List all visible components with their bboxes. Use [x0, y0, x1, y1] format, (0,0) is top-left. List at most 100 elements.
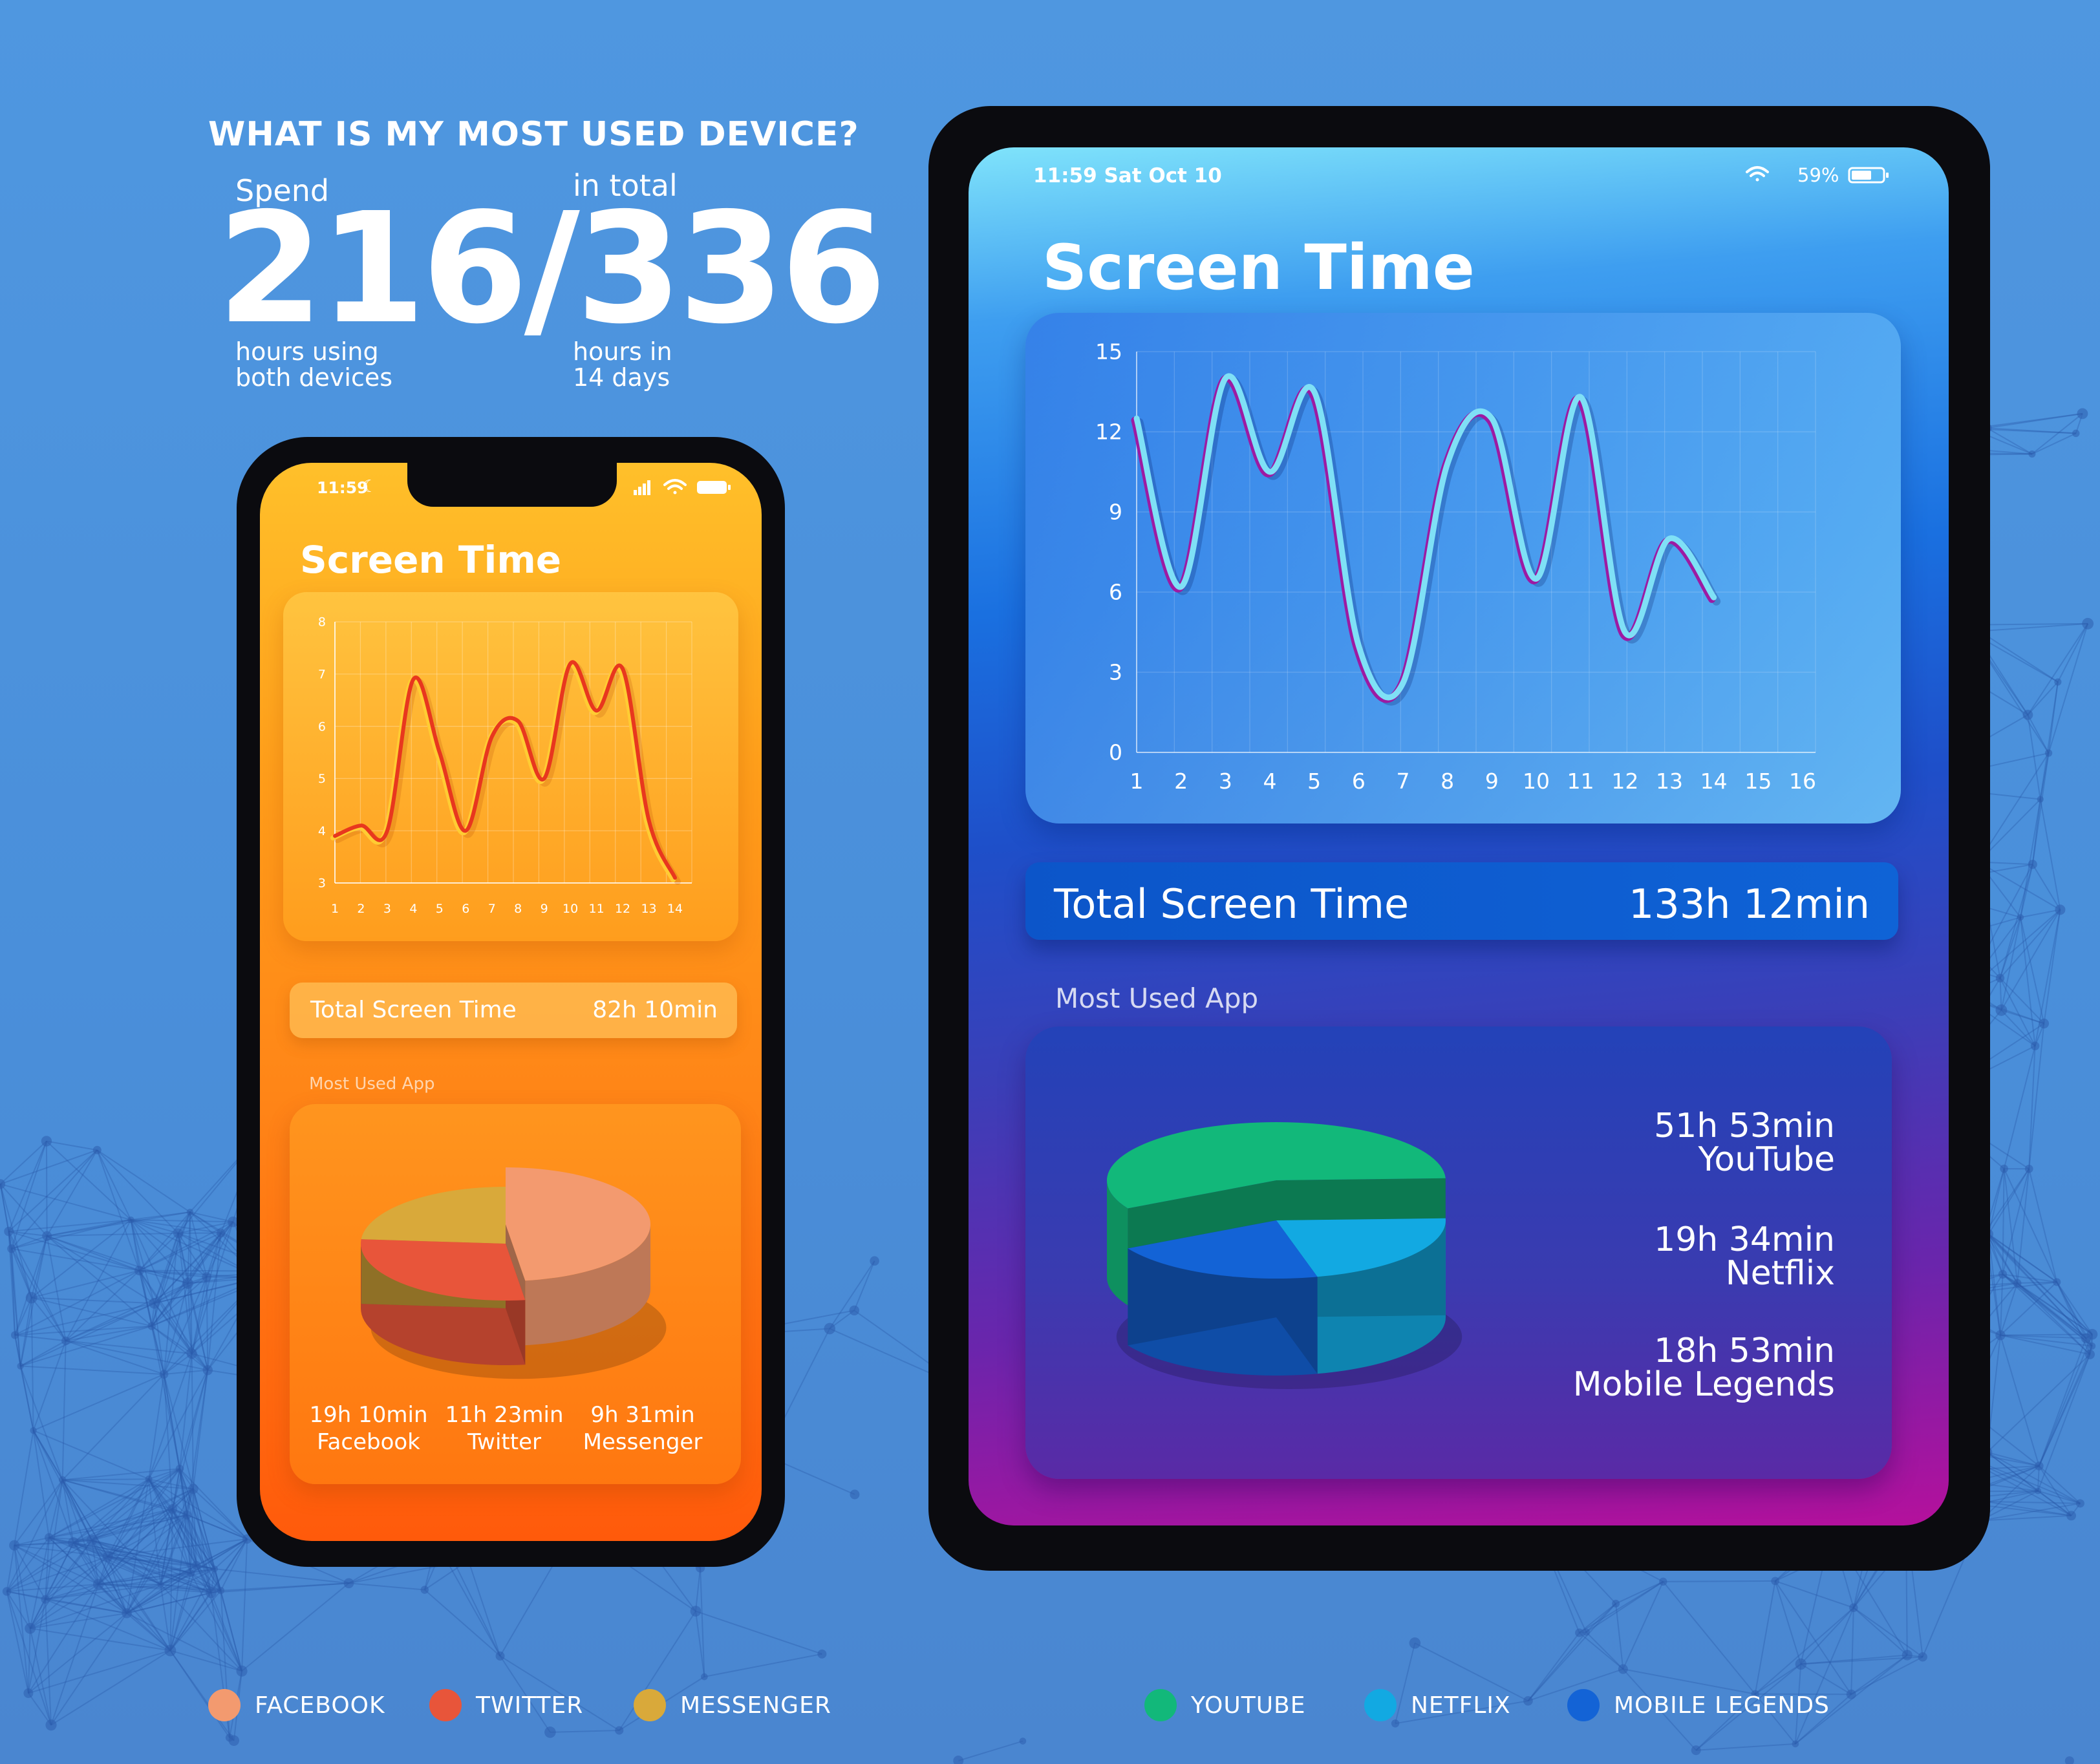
- network-node: [1612, 1599, 1620, 1608]
- network-edge: [148, 1478, 191, 1574]
- network-edge: [72, 1542, 127, 1614]
- network-edge: [50, 1613, 127, 1726]
- network-edge: [32, 1430, 63, 1481]
- network-edge: [148, 1478, 197, 1566]
- phone-app-time: 9h 31min: [590, 1402, 695, 1428]
- network-node: [1582, 1628, 1590, 1636]
- network-node: [2081, 1333, 2092, 1344]
- network-edge: [189, 1211, 222, 1234]
- caption-days-line2: 14 days: [573, 363, 670, 392]
- network-edge: [2028, 1023, 2045, 1169]
- network-edge: [61, 1480, 100, 1585]
- network-edge: [14, 1545, 29, 1694]
- network-node: [191, 1560, 201, 1570]
- network-edge: [214, 1538, 248, 1569]
- network-edge: [1986, 1451, 2072, 1516]
- network-edge: [2017, 1282, 2091, 1355]
- network-node: [850, 1489, 860, 1500]
- x-tick-label: 7: [488, 902, 496, 916]
- phone-total-bar: Total Screen Time 82h 10min: [290, 983, 737, 1038]
- network-node: [1795, 1658, 1807, 1670]
- network-edge: [1978, 752, 2050, 863]
- network-edge: [1999, 1274, 2004, 1335]
- network-edge: [171, 1370, 209, 1509]
- network-edge: [1999, 977, 2036, 1047]
- network-edge: [1987, 412, 2083, 429]
- network-node: [824, 1323, 836, 1335]
- network-edge: [1395, 1700, 1528, 1725]
- network-edge: [10, 1248, 21, 1366]
- network-edge: [46, 1149, 98, 1237]
- network-edge: [96, 1149, 140, 1271]
- network-edge: [31, 1297, 152, 1327]
- tablet-total-bar: Total Screen Time 133h 12min: [1025, 862, 1898, 940]
- network-edge: [160, 1509, 173, 1585]
- network-edge: [61, 1479, 162, 1585]
- network-node: [2039, 1018, 2050, 1029]
- network-edge: [14, 1544, 99, 1585]
- network-node: [2017, 914, 2024, 921]
- network-node: [41, 1595, 50, 1604]
- network-node: [2013, 1279, 2022, 1288]
- network-edge: [62, 1468, 180, 1481]
- network-node: [187, 1569, 195, 1577]
- network-edge: [214, 1568, 222, 1591]
- network-node: [25, 1622, 36, 1634]
- network-edge: [214, 1568, 349, 1584]
- network-edge: [0, 1140, 47, 1185]
- network-edge: [2028, 1046, 2036, 1169]
- network-edge: [11, 1248, 140, 1271]
- network-edge: [107, 1488, 194, 1558]
- network-edge: [148, 1370, 209, 1480]
- network-edge: [2056, 1281, 2087, 1339]
- network-node: [41, 1136, 52, 1147]
- network-edge: [151, 1282, 189, 1327]
- network-edge: [45, 1599, 52, 1725]
- network-node: [102, 1551, 113, 1562]
- caption-both-devices-line2: both devices: [235, 363, 393, 392]
- network-node: [2054, 678, 2062, 686]
- network-edge: [1988, 1233, 2093, 1335]
- wifi-icon: [663, 479, 687, 494]
- network-edge: [2017, 1281, 2057, 1284]
- network-edge: [45, 1584, 161, 1600]
- network-edge: [30, 1628, 171, 1652]
- network-edge: [171, 1508, 215, 1569]
- network-edge: [65, 1282, 188, 1342]
- network-edge: [187, 1212, 191, 1284]
- network-edge: [138, 1211, 191, 1271]
- network-edge: [171, 1509, 192, 1573]
- network-edge: [1622, 1668, 1697, 1751]
- network-edge: [91, 1539, 211, 1593]
- network-node: [186, 1348, 197, 1359]
- network-edge: [48, 1536, 161, 1586]
- network-edge: [1662, 1581, 1756, 1695]
- network-edge: [98, 1584, 127, 1614]
- network-edge: [29, 1542, 74, 1629]
- network-edge: [171, 1468, 180, 1509]
- network-node: [2030, 1041, 2040, 1050]
- network-edge: [0, 1184, 12, 1249]
- network-edge: [48, 1537, 127, 1614]
- network-edge: [107, 1556, 161, 1586]
- network-edge: [2031, 752, 2050, 865]
- network-edge: [47, 1235, 140, 1271]
- network-edge: [14, 1479, 63, 1546]
- network-edge: [1695, 1663, 1801, 1751]
- network-edge: [207, 1233, 222, 1370]
- network-edge: [191, 1233, 222, 1354]
- network-edge: [154, 1276, 208, 1304]
- network-edge: [61, 1480, 128, 1614]
- network-edge: [1527, 1632, 1580, 1701]
- tablet-app-time: 19h 34min: [1654, 1220, 1835, 1259]
- phone-status-icons: [634, 479, 731, 495]
- network-node: [2, 1587, 12, 1596]
- network-edge: [107, 1556, 191, 1574]
- network-edge: [2017, 1169, 2030, 1284]
- network-edge: [48, 1536, 108, 1558]
- y-tick-label: 5: [318, 772, 326, 786]
- network-edge: [73, 1542, 197, 1566]
- network-node: [2075, 1499, 2084, 1508]
- network-edge: [160, 1564, 197, 1586]
- network-edge: [45, 1599, 171, 1652]
